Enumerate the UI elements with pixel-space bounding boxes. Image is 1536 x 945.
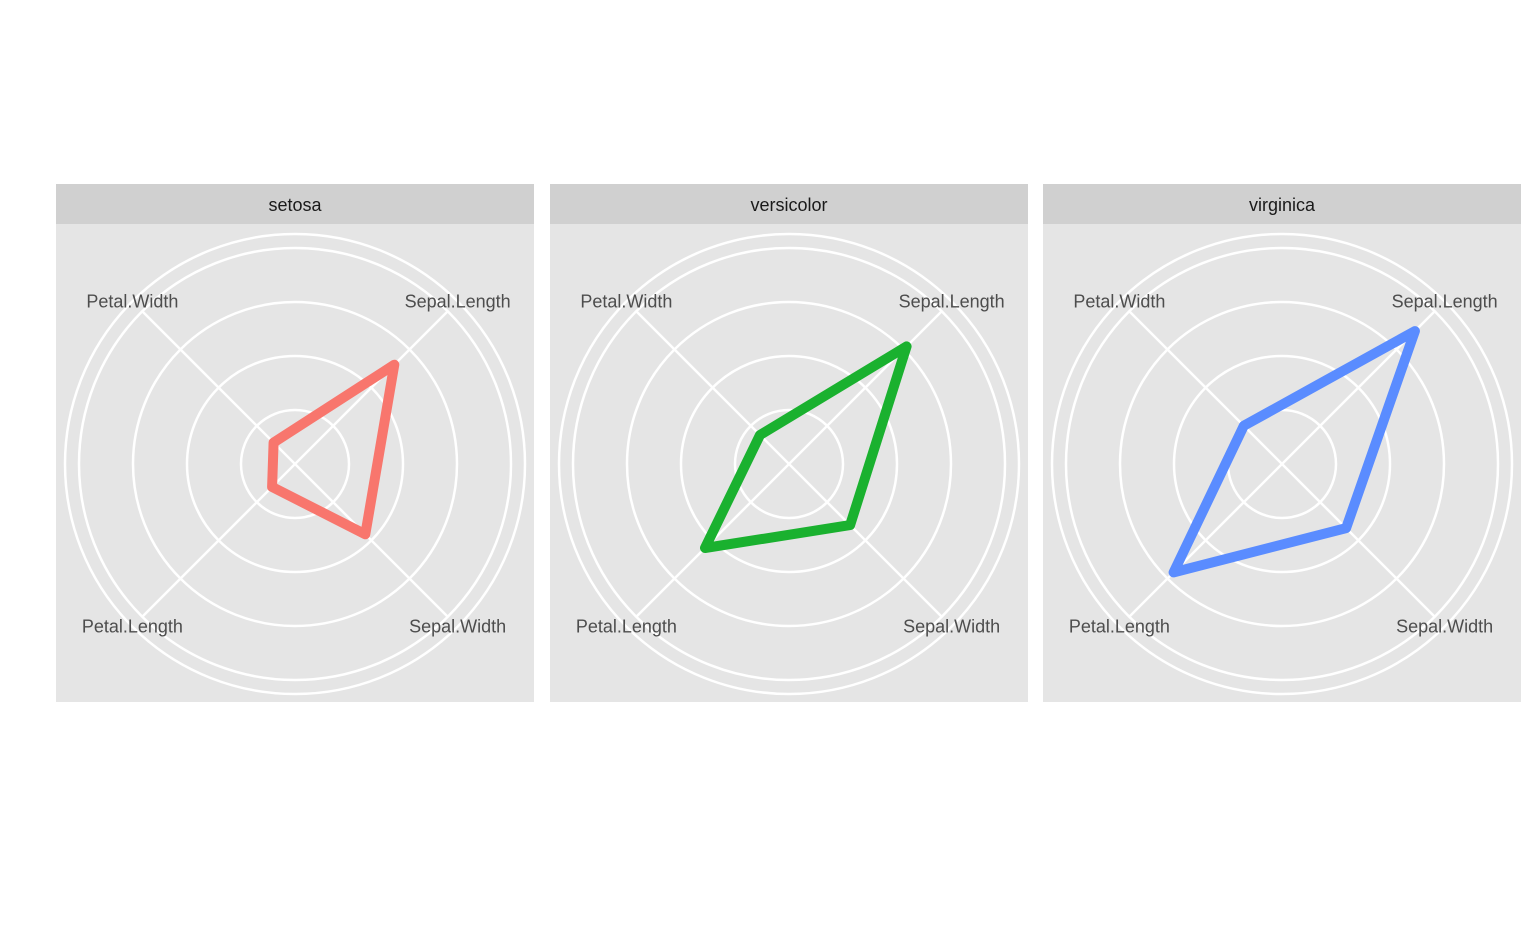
facet-panel-virginica: virginica Sepal.Length Sepal.Width Petal.Le…: [1043, 184, 1521, 702]
facet-panel-versicolor: versicolor Sepal.Length Sepal.Width Petal.L…: [550, 184, 1028, 702]
axis-label: Sepal.Width: [1396, 617, 1493, 637]
facet-strip-label: versicolor: [750, 195, 827, 215]
axis-label: Sepal.Length: [1392, 291, 1498, 311]
axis-label: Petal.Length: [576, 617, 677, 637]
axis-label: Petal.Length: [82, 617, 183, 637]
facet-strip-label: setosa: [268, 195, 322, 215]
axis-label: Petal.Length: [1069, 617, 1170, 637]
axis-label: Petal.Width: [580, 291, 672, 311]
axis-label: Sepal.Length: [899, 291, 1005, 311]
axis-label: Sepal.Width: [903, 617, 1000, 637]
axis-label: Sepal.Width: [409, 617, 506, 637]
axis-label: Petal.Width: [1073, 291, 1165, 311]
facet-strip-label: virginica: [1249, 195, 1316, 215]
axis-label: Petal.Width: [86, 291, 178, 311]
facet-panel-setosa: setosa Sepal.Length Sepal.Width Petal.Lengt…: [56, 184, 534, 702]
axis-label: Sepal.Length: [405, 291, 511, 311]
